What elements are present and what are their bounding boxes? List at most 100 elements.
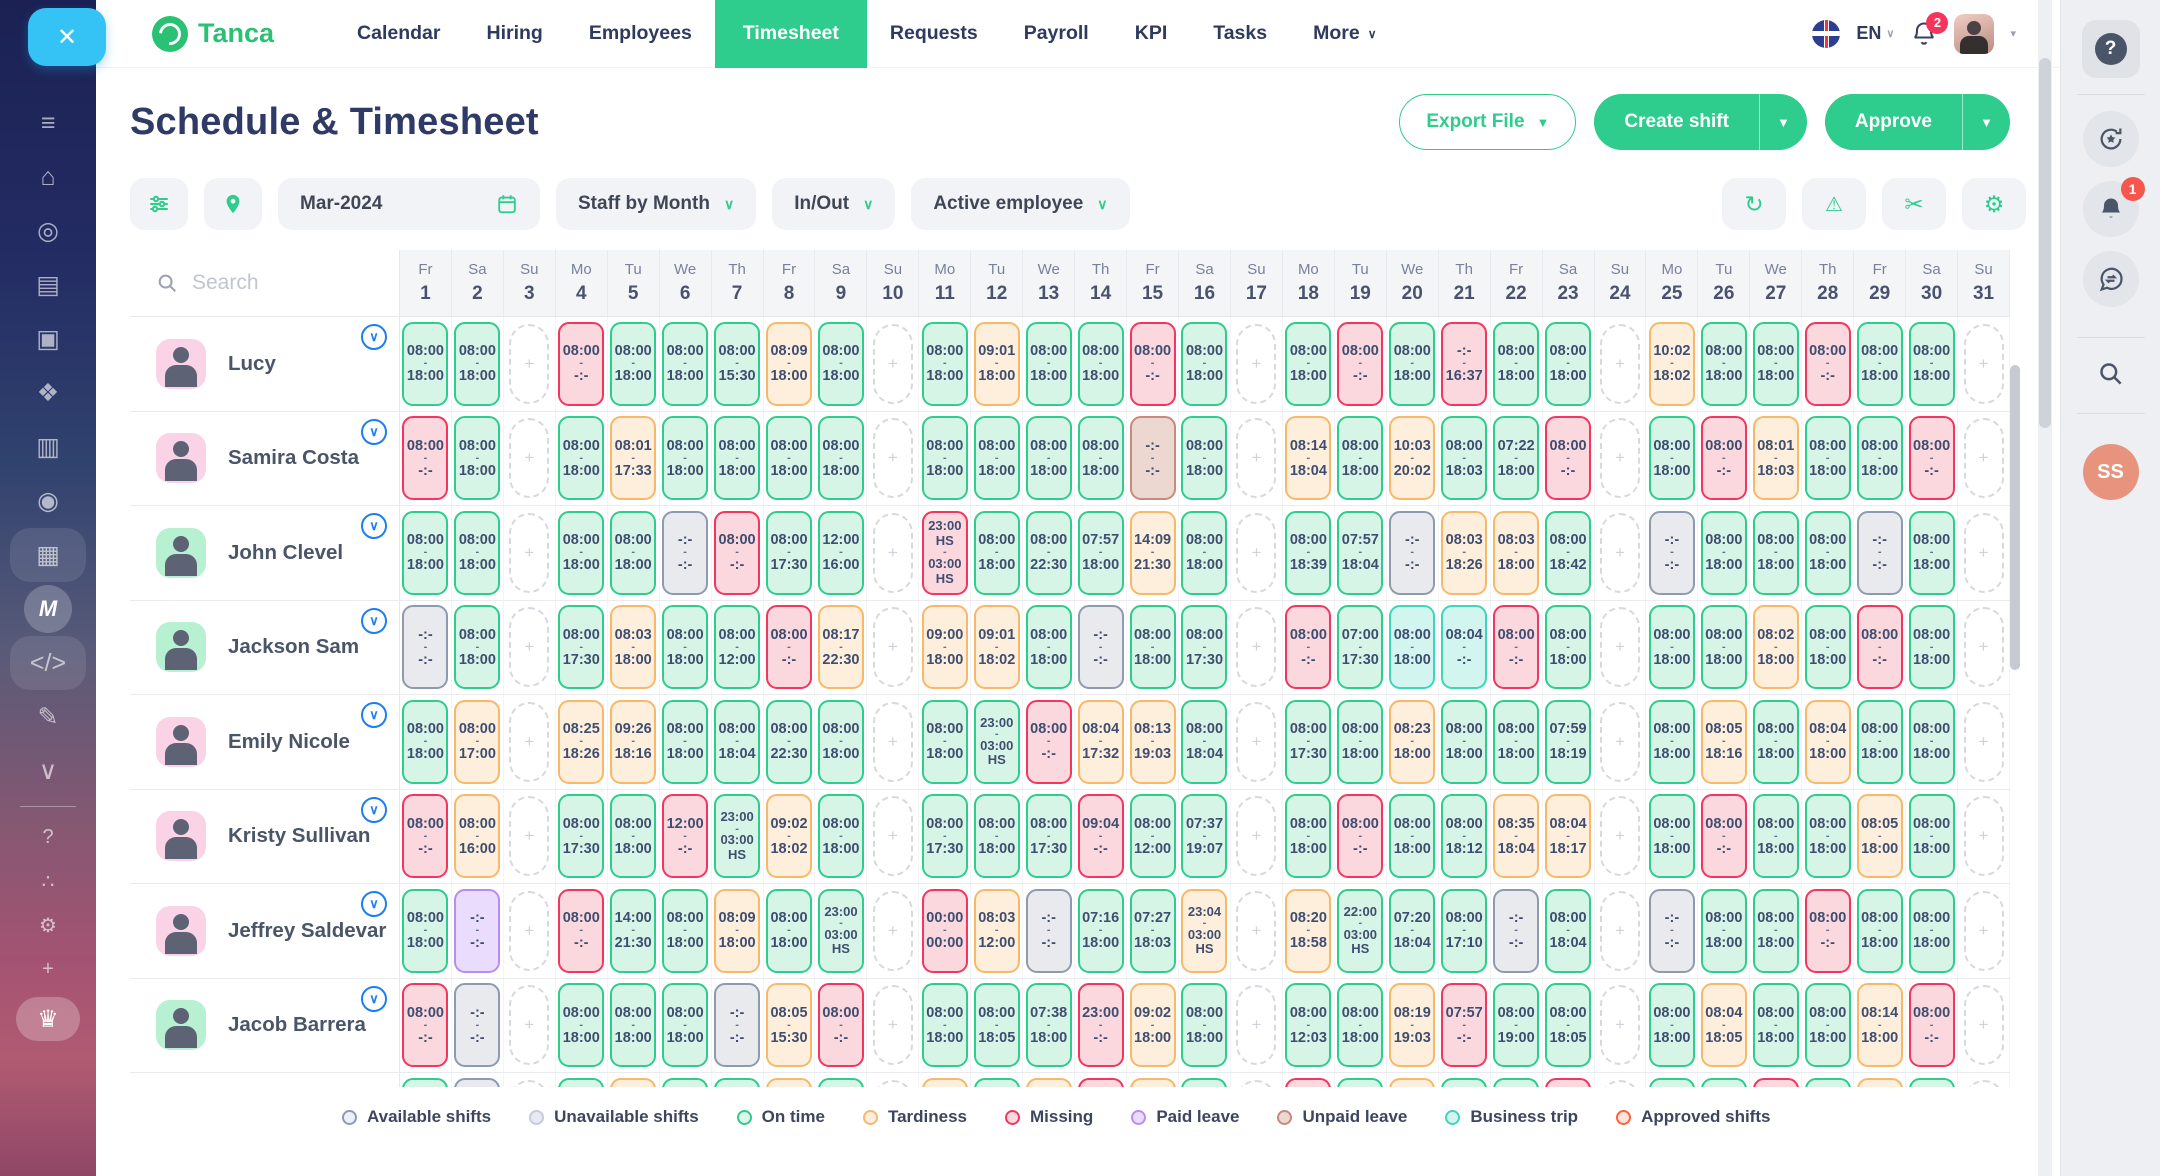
- task-monitor-icon[interactable]: ▣: [36, 325, 60, 353]
- shift-cell-g[interactable]: 08:00-18:00: [1856, 321, 1903, 406]
- shift-cell-u[interactable]: -:- - -:-: [1025, 888, 1072, 973]
- expand-row-button[interactable]: ∨: [361, 418, 387, 445]
- refresh-button[interactable]: ↻: [1722, 178, 1786, 230]
- shift-cell-g[interactable]: 08:00-18:04: [1545, 888, 1592, 973]
- shift-cell-g[interactable]: 08:00-18:00: [662, 321, 709, 406]
- pen-icon[interactable]: ✎: [37, 703, 59, 731]
- nav-item-hiring[interactable]: Hiring: [486, 22, 543, 44]
- shift-cell-g[interactable]: 08:00-18:00: [1908, 888, 1955, 973]
- shift-cell-g[interactable]: 08:00-19:00: [1493, 983, 1540, 1068]
- month-picker[interactable]: Mar-2024: [278, 178, 540, 230]
- grid-scrollbar-thumb[interactable]: [2010, 365, 2020, 670]
- shift-cell-g[interactable]: 08:00-18:00: [402, 1077, 449, 1087]
- shift-cell-t[interactable]: 08:09-18:00: [766, 321, 812, 406]
- shift-cell-t[interactable]: 23:04-03:00 HS: [1181, 888, 1228, 973]
- empty-shift-slot[interactable]: +: [872, 890, 913, 971]
- code-icon[interactable]: </>: [10, 636, 86, 690]
- shift-cell-g[interactable]: 08:00-18:03: [1441, 416, 1488, 501]
- shift-cell-m[interactable]: 08:00- -:-: [1908, 983, 1955, 1068]
- shift-cell-g[interactable]: 08:00-18:00: [1337, 416, 1384, 501]
- shift-cell-g[interactable]: 22:00-03:00 HS: [1337, 888, 1384, 973]
- shift-cell-g[interactable]: 07:57-18:00: [1077, 510, 1124, 595]
- shift-cell-g[interactable]: 08:00-17:30: [1181, 605, 1228, 690]
- empty-shift-slot[interactable]: +: [1236, 701, 1277, 782]
- shift-cell-t[interactable]: 09:01-18:02: [973, 605, 1020, 690]
- shift-cell-g[interactable]: 08:00-18:00: [1804, 794, 1851, 879]
- create-shift-dropdown-button[interactable]: ▼: [1758, 94, 1807, 150]
- shift-cell-g[interactable]: 07:27-18:03: [1129, 888, 1176, 973]
- shift-cell-m[interactable]: 09:04- -:-: [1077, 794, 1124, 879]
- shift-cell-t[interactable]: 08:00-18:00: [610, 1077, 657, 1087]
- shift-cell-g[interactable]: 08:00-17:30: [558, 794, 605, 879]
- shift-cell-g[interactable]: 07:20-18:04: [1389, 888, 1436, 973]
- shift-cell-g[interactable]: 08:00-18:00: [1493, 699, 1540, 784]
- shift-cell-g[interactable]: 08:00-18:00: [1908, 1077, 1955, 1087]
- shift-cell-u[interactable]: 08:00-18:00: [454, 1077, 501, 1087]
- shift-cell-g[interactable]: 08:00-17:30: [766, 510, 812, 595]
- shift-cell-g[interactable]: 08:00-18:00: [973, 510, 1020, 595]
- shift-cell-t[interactable]: 08:05-15:30: [766, 983, 812, 1068]
- shift-cell-g[interactable]: 08:00-22:30: [1025, 510, 1072, 595]
- shift-cell-g[interactable]: 08:00-18:00: [1337, 1077, 1384, 1087]
- shift-cell-g[interactable]: 08:00-18:00: [1648, 605, 1695, 690]
- help-button[interactable]: ?: [2081, 20, 2140, 78]
- shift-cell-g[interactable]: 08:00-18:00: [714, 1077, 761, 1087]
- expand-row-button[interactable]: ∨: [361, 513, 387, 539]
- shift-cell-t[interactable]: 08:09-18:00: [714, 888, 761, 973]
- empty-shift-slot[interactable]: +: [872, 607, 913, 688]
- shift-cell-t[interactable]: 08:23-18:00: [1389, 699, 1436, 784]
- shift-cell-g[interactable]: 08:00-18:00: [1285, 794, 1332, 879]
- create-shift-button[interactable]: Create shift: [1594, 94, 1759, 150]
- shift-cell-g[interactable]: 08:00-18:39: [1285, 510, 1332, 595]
- shift-cell-g[interactable]: 08:00-18:00: [454, 605, 501, 690]
- shift-cell-g[interactable]: 08:00-18:00: [1752, 794, 1799, 879]
- shift-cell-g[interactable]: 08:00-18:00: [402, 699, 449, 784]
- shift-cell-m[interactable]: 23:00 HS -03:00 HS: [921, 510, 968, 595]
- empty-shift-slot[interactable]: +: [872, 1079, 913, 1087]
- nav-item-timesheet[interactable]: Timesheet: [714, 0, 867, 68]
- shift-cell-m[interactable]: 23:00- -:-: [1077, 983, 1124, 1068]
- shift-cell-m[interactable]: 00:00-00:00: [921, 888, 968, 973]
- shift-cell-g[interactable]: 08:00-18:00: [1908, 510, 1955, 595]
- shift-cell-u[interactable]: -:- - -:-: [1648, 888, 1695, 973]
- shift-cell-bt[interactable]: 08:04- -:-: [1441, 605, 1488, 690]
- shift-cell-u[interactable]: -:- - -:-: [714, 983, 761, 1068]
- shift-cell-g[interactable]: 08:00-18:00: [1181, 416, 1228, 501]
- shift-cell-t[interactable]: 09:02-18:02: [766, 794, 812, 879]
- shift-cell-g[interactable]: 08:00-18:00: [817, 699, 864, 784]
- shift-cell-m[interactable]: 08:00- -:-: [714, 510, 761, 595]
- shift-cell-g[interactable]: 08:00-18:00: [1700, 321, 1747, 406]
- nav-item-requests[interactable]: Requests: [889, 22, 978, 44]
- shift-cell-g[interactable]: 08:00-18:00: [973, 794, 1020, 879]
- shift-cell-t[interactable]: 10:03-20:02: [1389, 416, 1436, 501]
- shift-cell-g[interactable]: 08:00-18:42: [1545, 510, 1592, 595]
- shift-cell-g[interactable]: 08:00-18:00: [1908, 794, 1955, 879]
- shift-cell-t[interactable]: 09:26-18:16: [610, 699, 657, 784]
- shift-cell-g[interactable]: 08:00-18:00: [662, 605, 709, 690]
- shift-cell-t[interactable]: 08:01-18:03: [1752, 416, 1799, 501]
- shift-cell-g[interactable]: 08:00-18:00: [1648, 699, 1695, 784]
- shift-cell-g[interactable]: 08:00-18:00: [1908, 605, 1955, 690]
- shift-cell-m[interactable]: 08:00- -:-: [1804, 321, 1851, 406]
- plus-icon[interactable]: +: [42, 957, 54, 980]
- empty-shift-slot[interactable]: +: [1599, 512, 1640, 593]
- shift-cell-g[interactable]: 12:00-16:00: [817, 510, 864, 595]
- shift-cell-u[interactable]: -:- - -:-: [454, 983, 501, 1068]
- empty-shift-slot[interactable]: +: [1236, 890, 1277, 971]
- help-icon[interactable]: ?: [42, 825, 54, 848]
- empty-shift-slot[interactable]: +: [1236, 607, 1277, 688]
- shift-cell-g[interactable]: 08:00-18:00: [402, 888, 449, 973]
- empty-shift-slot[interactable]: +: [1599, 607, 1640, 688]
- shift-cell-m[interactable]: 08:00- -:-: [1545, 416, 1592, 501]
- shift-cell-t[interactable]: 08:05-18:16: [1700, 699, 1747, 784]
- shift-cell-g[interactable]: 08:00-18:00: [973, 1077, 1020, 1087]
- m-logo-icon[interactable]: M: [24, 585, 72, 633]
- shift-cell-g[interactable]: 08:00-18:00: [1077, 321, 1124, 406]
- shift-cell-g[interactable]: 08:00-18:00: [1545, 605, 1592, 690]
- empty-shift-slot[interactable]: +: [1236, 985, 1277, 1066]
- shift-cell-u[interactable]: -:- - -:-: [1856, 510, 1903, 595]
- nav-item-calendar[interactable]: Calendar: [357, 22, 441, 44]
- shift-cell-g[interactable]: 08:00-22:30: [766, 699, 812, 784]
- shift-cell-g[interactable]: 08:00-18:00: [610, 321, 657, 406]
- search-input[interactable]: [192, 271, 362, 295]
